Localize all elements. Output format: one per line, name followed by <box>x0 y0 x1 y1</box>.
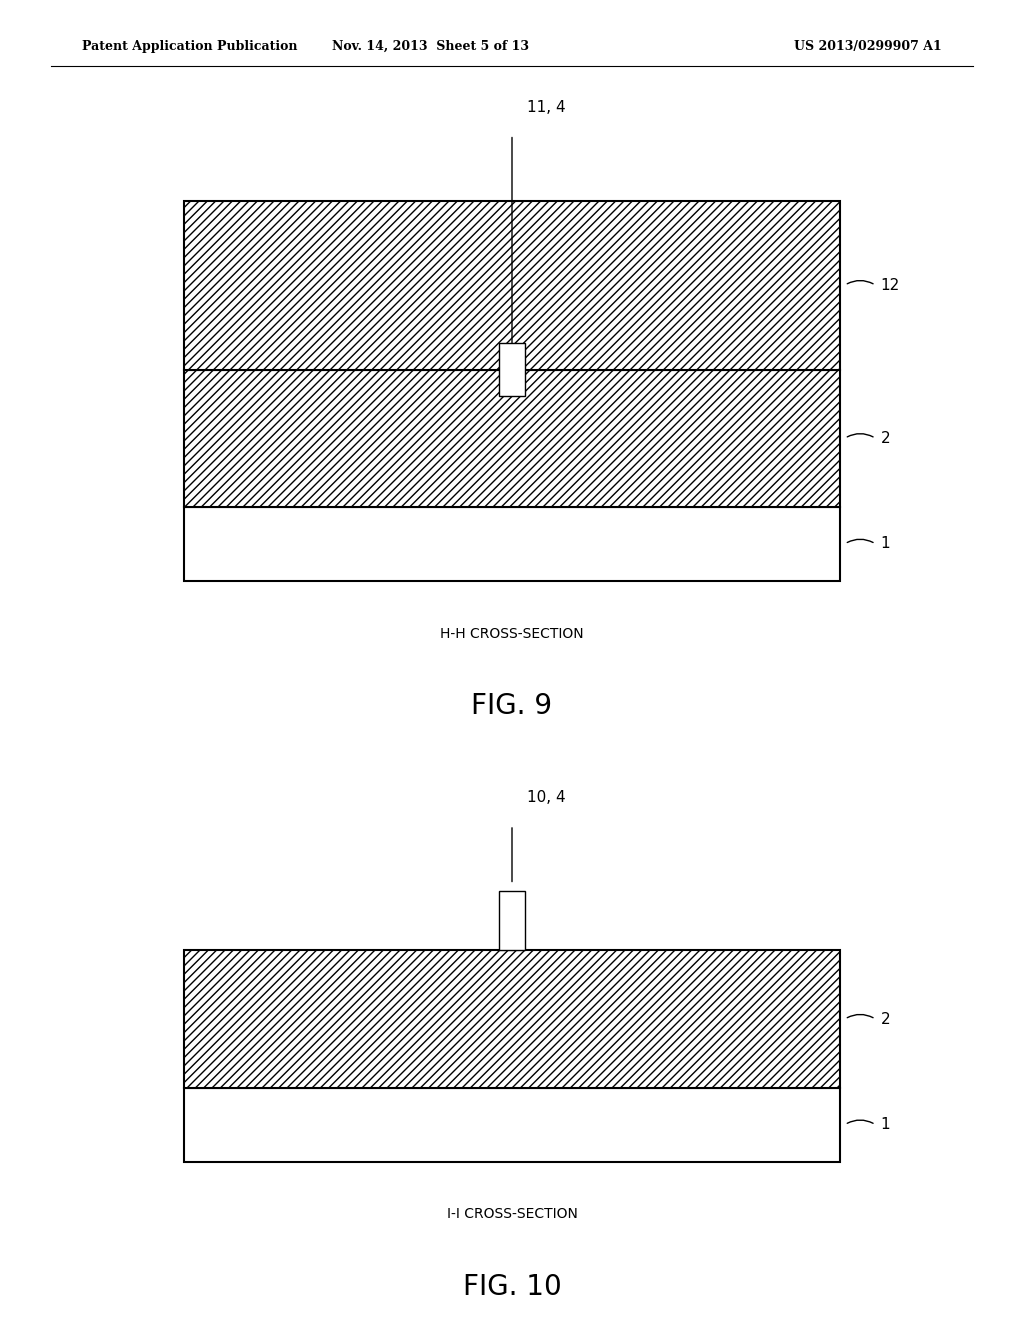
Bar <box>500 891 524 950</box>
Bar <box>184 1088 840 1162</box>
Text: 11, 4: 11, 4 <box>527 100 566 115</box>
Text: 12: 12 <box>881 277 900 293</box>
Text: 1: 1 <box>881 1117 890 1133</box>
Text: 10, 4: 10, 4 <box>527 791 566 805</box>
Text: 2: 2 <box>881 430 890 446</box>
Bar <box>500 343 524 396</box>
Text: 1: 1 <box>881 536 890 552</box>
Text: FIG. 9: FIG. 9 <box>471 692 553 721</box>
Bar <box>184 370 840 507</box>
Text: Patent Application Publication: Patent Application Publication <box>82 40 297 53</box>
Text: FIG. 10: FIG. 10 <box>463 1272 561 1302</box>
Bar <box>184 507 840 581</box>
Text: Nov. 14, 2013  Sheet 5 of 13: Nov. 14, 2013 Sheet 5 of 13 <box>332 40 528 53</box>
Text: 2: 2 <box>881 1011 890 1027</box>
Text: US 2013/0299907 A1: US 2013/0299907 A1 <box>795 40 942 53</box>
Bar <box>184 201 840 370</box>
Bar <box>184 950 840 1088</box>
Text: H-H CROSS-SECTION: H-H CROSS-SECTION <box>440 627 584 640</box>
Text: I-I CROSS-SECTION: I-I CROSS-SECTION <box>446 1208 578 1221</box>
